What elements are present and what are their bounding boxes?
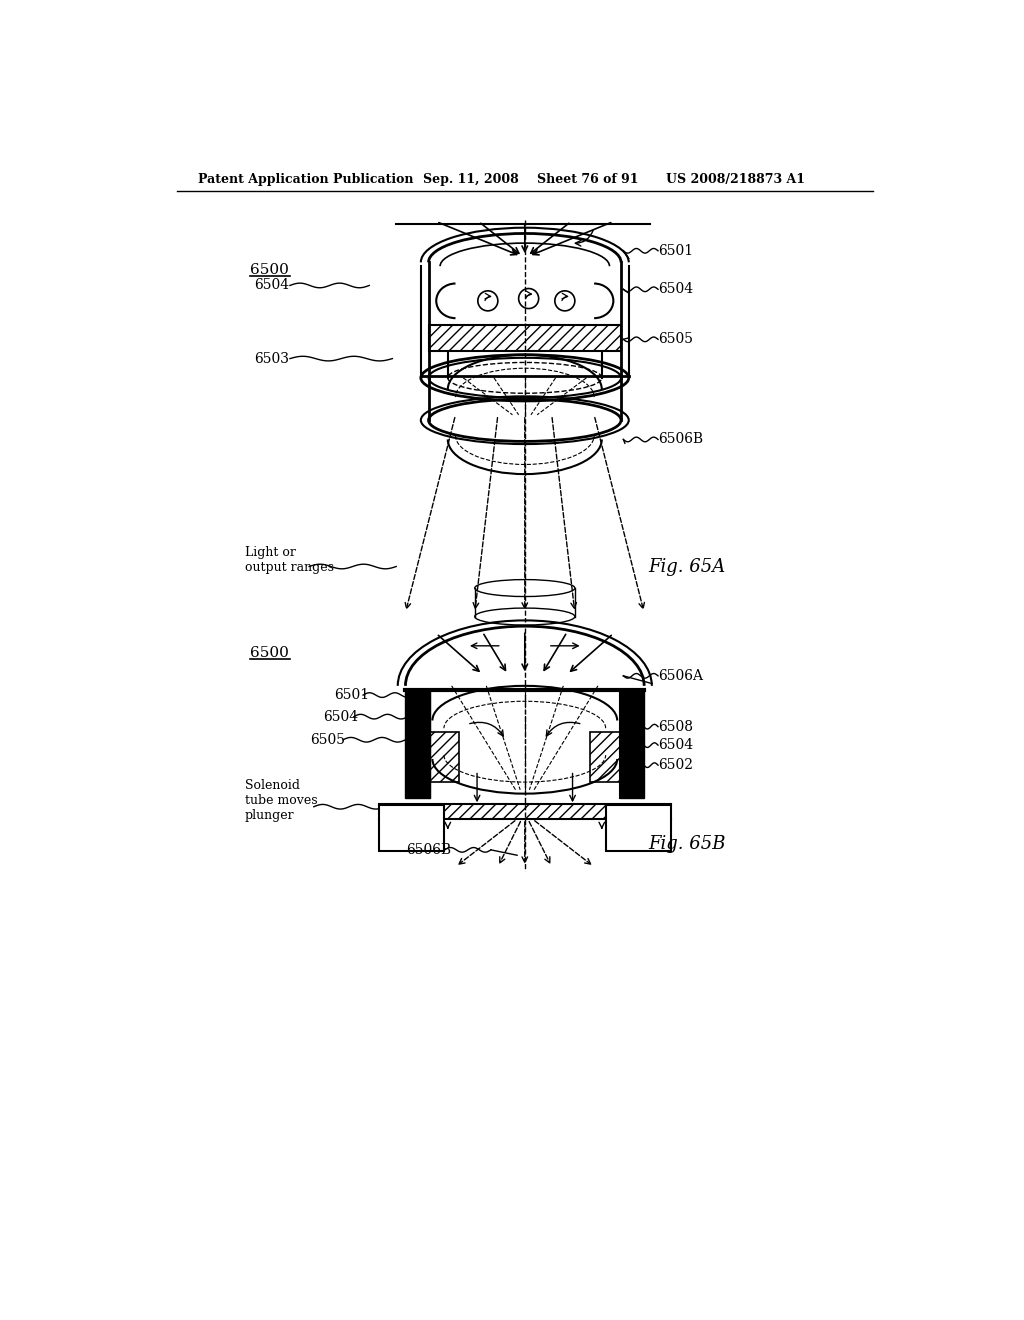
Bar (379, 805, 444, 851)
Text: 6504: 6504 (323, 710, 358, 723)
Text: 6505: 6505 (658, 333, 693, 346)
Text: 6506B: 6506B (407, 843, 452, 857)
Text: 6506B: 6506B (658, 433, 703, 446)
Text: 6505: 6505 (310, 733, 345, 747)
Text: Fig. 65A: Fig. 65A (648, 557, 725, 576)
Bar (379, 804, 671, 818)
Text: Patent Application Publication: Patent Application Publication (199, 173, 414, 186)
Text: 6501: 6501 (335, 688, 370, 702)
Text: 6500: 6500 (250, 263, 289, 277)
Bar (620, 689, 644, 797)
Bar (590, 733, 620, 781)
Text: Light or
output ranges: Light or output ranges (245, 546, 334, 574)
Text: Sheet 76 of 91: Sheet 76 of 91 (538, 173, 639, 186)
Text: 6504: 6504 (658, 738, 693, 752)
Text: US 2008/218873 A1: US 2008/218873 A1 (666, 173, 805, 186)
Bar (605, 805, 671, 851)
Text: 6504: 6504 (254, 279, 289, 293)
Text: Fig. 65B: Fig. 65B (648, 834, 725, 853)
Text: 6506A: 6506A (658, 669, 703, 682)
Bar (406, 689, 430, 797)
Text: 6500: 6500 (250, 645, 289, 660)
Bar (429, 326, 621, 351)
Text: 6504: 6504 (658, 282, 693, 296)
Bar (430, 733, 460, 781)
Text: 6508: 6508 (658, 719, 693, 734)
Text: 6502: 6502 (658, 758, 693, 772)
Text: Solenoid
tube moves
plunger: Solenoid tube moves plunger (245, 779, 317, 822)
Text: 6503: 6503 (254, 351, 289, 366)
Text: 6501: 6501 (658, 244, 693, 257)
Text: Sep. 11, 2008: Sep. 11, 2008 (423, 173, 519, 186)
